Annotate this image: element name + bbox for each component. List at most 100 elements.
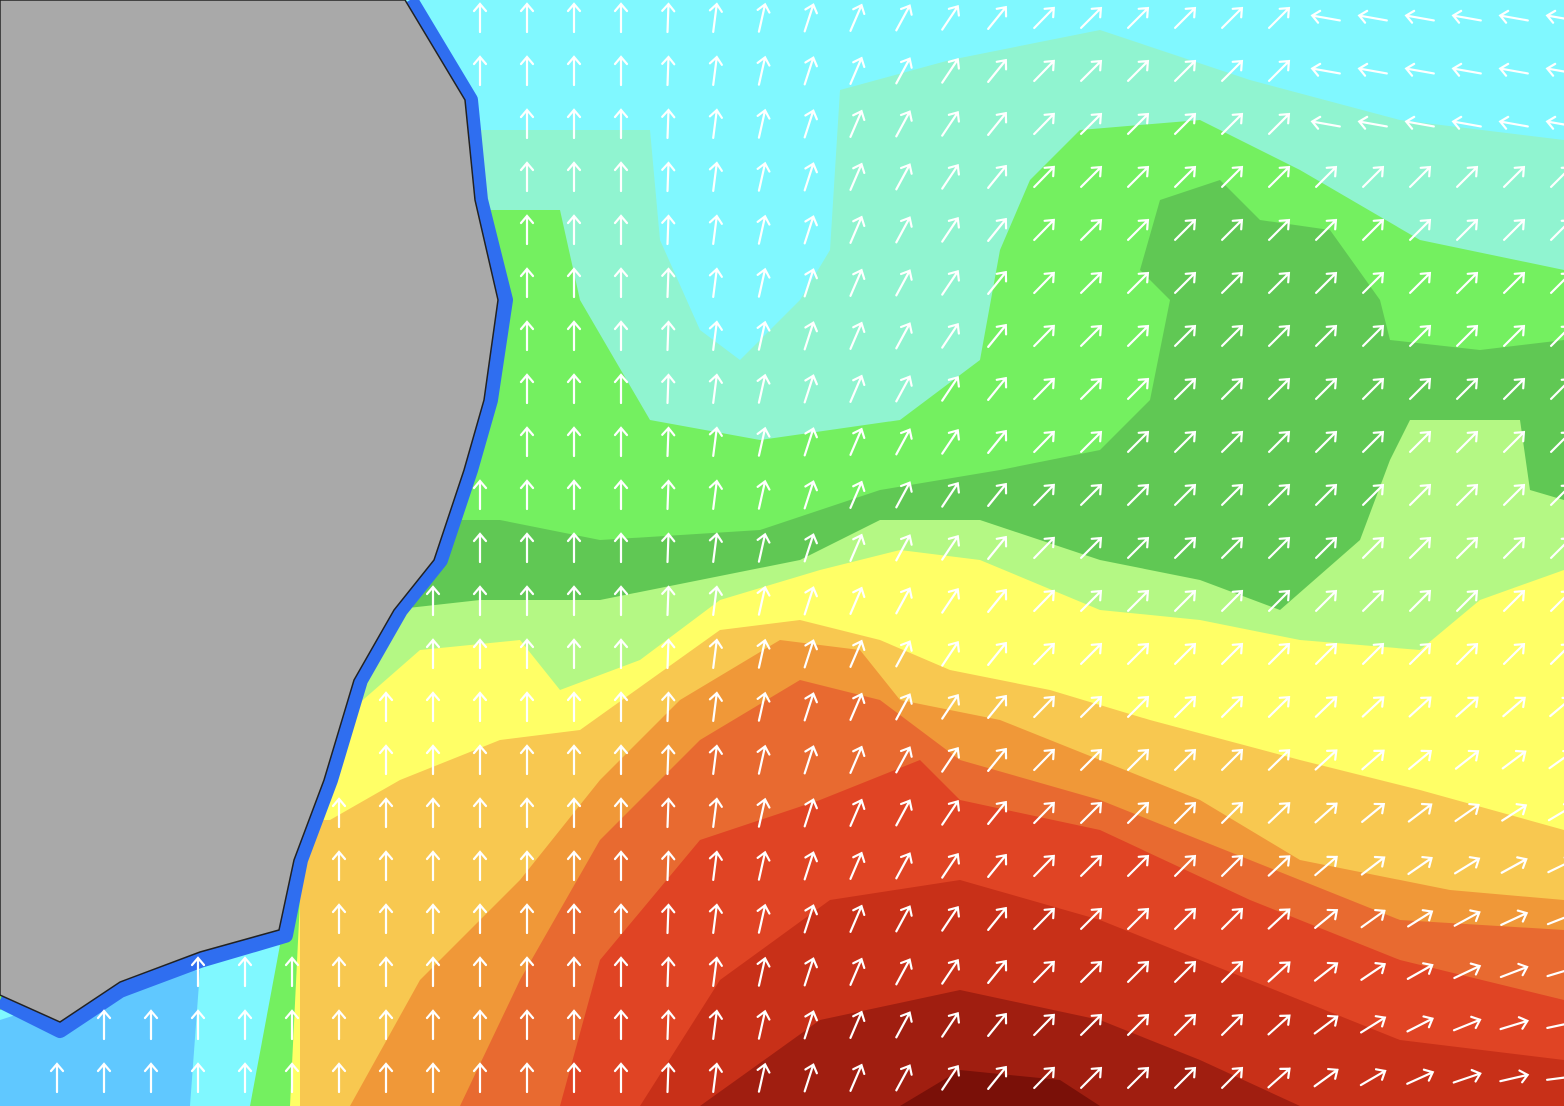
wind-arrow [613, 108, 629, 140]
wind-arrow [1314, 908, 1339, 929]
wind-arrow [1127, 695, 1150, 718]
wind-arrow [941, 587, 960, 614]
wind-arrow [803, 215, 818, 245]
wind-arrow [284, 1009, 300, 1041]
wind-arrow [1545, 62, 1564, 77]
wind-arrow [941, 4, 960, 31]
wind-arrow [1315, 377, 1338, 400]
wind-arrow [519, 691, 535, 723]
wind-arrow [1033, 271, 1055, 295]
wind-arrow [987, 164, 1008, 189]
wind-arrow [1033, 907, 1055, 931]
wind-arrow [1315, 430, 1338, 453]
wind-arrow [378, 691, 394, 723]
wind-arrow [1362, 483, 1385, 506]
wind-arrow [1080, 589, 1103, 612]
wind-arrow [941, 1011, 960, 1038]
wind-arrow [472, 638, 488, 670]
wind-arrow [1407, 802, 1433, 823]
wind-arrow [1456, 483, 1479, 506]
wind-arrow [1502, 696, 1526, 718]
wind-arrow [1503, 324, 1526, 347]
wind-arrow [1221, 6, 1244, 29]
wind-arrow [1033, 1066, 1055, 1090]
wind-arrow [987, 111, 1008, 136]
wind-arrow [1080, 324, 1103, 347]
wind-arrow [1315, 165, 1338, 188]
wind-arrow [895, 1011, 913, 1039]
wind-arrow [472, 2, 488, 34]
wind-arrow [331, 903, 347, 935]
wind-arrow [1127, 430, 1150, 453]
wind-arrow [1501, 803, 1528, 822]
wind-arrow [849, 904, 866, 933]
wind-arrow [1545, 9, 1564, 24]
wind-arrow [1409, 483, 1432, 506]
wind-arrows [49, 2, 1564, 1094]
wind-arrow [895, 428, 913, 456]
wind-arrow [1268, 271, 1291, 294]
wind-arrow [472, 55, 488, 87]
wind-arrow [519, 532, 535, 564]
wind-arrow [1406, 1068, 1435, 1085]
wind-arrow [708, 267, 723, 298]
wind-arrow [1080, 483, 1103, 506]
wind-arrow [661, 1062, 676, 1094]
wind-arrow [566, 426, 582, 458]
wind-arrow [941, 481, 960, 508]
wind-arrow [756, 850, 771, 881]
wind-arrow [1080, 907, 1103, 930]
wind-arrow [756, 956, 771, 987]
wind-arrow [756, 585, 771, 616]
wind-arrow [519, 956, 535, 988]
wind-arrow [895, 799, 913, 827]
wind-arrow [1549, 642, 1564, 665]
wind-arrow [1499, 962, 1529, 979]
wind-arrow [566, 744, 582, 776]
wind-arrow [1362, 324, 1385, 347]
wind-arrow [519, 373, 535, 405]
wind-arrow [425, 850, 441, 882]
wind-arrow [1221, 1066, 1244, 1089]
wind-arrow [472, 850, 488, 882]
wind-arrow [1314, 749, 1338, 771]
wind-arrow [519, 479, 535, 511]
wind-arrow [1033, 748, 1055, 772]
wind-arrow [941, 534, 960, 561]
wind-arrow [1221, 483, 1244, 506]
wind-arrow [566, 1062, 582, 1094]
wind-arrow [987, 800, 1008, 825]
wind-arrow [849, 162, 866, 191]
wind-arrow [1408, 642, 1432, 665]
wind-arrow [803, 374, 818, 404]
wind-arrow [849, 745, 866, 774]
wind-arrow [1315, 324, 1338, 347]
wind-arrow [613, 161, 629, 193]
wind-arrow [895, 110, 913, 138]
wind-arrow [613, 1009, 629, 1041]
wind-arrow [1360, 908, 1386, 929]
wind-arrow [803, 109, 818, 139]
wind-arrow [1221, 165, 1244, 188]
wind-arrow [661, 1009, 676, 1041]
wind-arrow [1455, 642, 1479, 665]
wind-arrow [1503, 165, 1526, 188]
wind-arrow [1033, 960, 1055, 984]
wind-arrow [1221, 695, 1244, 718]
wind-arrow [1267, 695, 1291, 718]
wind-arrow [1500, 909, 1529, 926]
wind-arrow [941, 322, 960, 349]
band-deep-red [700, 990, 1300, 1106]
wind-arrow [1357, 62, 1388, 77]
wind-arrow [519, 638, 535, 670]
wind-arrow [803, 745, 818, 775]
wind-arrow [756, 744, 771, 775]
wind-arrow [756, 903, 771, 934]
wind-arrow [1360, 1015, 1387, 1034]
wind-arrow [1033, 430, 1055, 454]
wind-arrow [1221, 960, 1244, 983]
wind-arrow [803, 639, 818, 669]
wind-arrow [613, 956, 629, 988]
wind-arrow [1359, 1068, 1387, 1087]
wind-arrow [1362, 165, 1385, 188]
